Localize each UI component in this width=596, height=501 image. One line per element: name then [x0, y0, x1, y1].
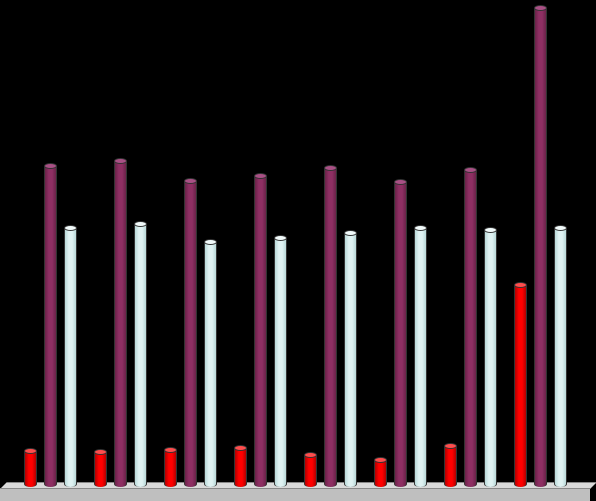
bar-g6-purple — [394, 176, 413, 487]
bar-top — [164, 447, 177, 453]
bar-g1-red — [24, 445, 43, 487]
bar-g5-red — [304, 449, 323, 487]
bar-top — [484, 227, 497, 233]
bar-g1-pale — [64, 222, 83, 487]
bar-front — [114, 161, 127, 487]
bar-top — [134, 221, 147, 227]
bar-top — [24, 448, 37, 454]
bar-top — [514, 282, 527, 288]
bar-g4-red — [234, 442, 253, 487]
bar-front — [234, 448, 247, 487]
bar-g3-purple — [184, 175, 203, 487]
bar-top — [44, 163, 57, 169]
bar-front — [514, 285, 527, 487]
bar-g7-pale — [484, 224, 503, 487]
bar-top — [554, 225, 567, 231]
bar-g4-purple — [254, 170, 273, 487]
bar-g5-purple — [324, 162, 343, 487]
bar-front — [164, 450, 177, 487]
bar-front — [44, 166, 57, 487]
bar-g7-purple — [464, 164, 483, 487]
bar-front — [274, 238, 287, 487]
bar-top — [64, 225, 77, 231]
bar-g2-purple — [114, 155, 133, 487]
bar-g3-pale — [204, 236, 223, 487]
bar-front — [304, 455, 317, 487]
bar-front — [414, 228, 427, 487]
bar-top — [414, 225, 427, 231]
bar-top — [344, 230, 357, 236]
bar-g6-pale — [414, 222, 433, 487]
bar-g8-purple — [534, 2, 553, 487]
bar-top — [254, 173, 267, 179]
bar-top — [324, 165, 337, 171]
bar-g8-pale — [554, 222, 573, 487]
bar-top — [464, 167, 477, 173]
bar-front — [394, 182, 407, 487]
bar-g8-red — [514, 279, 533, 487]
bar-top — [234, 445, 247, 451]
bar-g7-red — [444, 440, 463, 487]
bar-front — [554, 228, 567, 487]
bar-front — [134, 224, 147, 487]
bar-g2-pale — [134, 218, 153, 487]
bar-front — [534, 8, 547, 487]
bar-top — [304, 452, 317, 458]
bar-front — [484, 230, 497, 487]
bar-g6-red — [374, 454, 393, 487]
chart-floor-front — [0, 488, 590, 501]
bar-front — [254, 176, 267, 487]
bar-g2-red — [94, 446, 113, 487]
bar-front — [344, 233, 357, 487]
bar-front — [374, 460, 387, 487]
bar-front — [464, 170, 477, 487]
bar-g4-pale — [274, 232, 293, 487]
bar-top — [94, 449, 107, 455]
bar-g1-purple — [44, 160, 63, 487]
bar-front — [24, 451, 37, 487]
bar-g5-pale — [344, 227, 363, 487]
bar-g3-red — [164, 444, 183, 487]
bar-front — [184, 181, 197, 487]
bar-top — [374, 457, 387, 463]
bar-front — [94, 452, 107, 487]
bar-front — [64, 228, 77, 487]
bar-front — [324, 168, 337, 487]
bar-top — [444, 443, 457, 449]
bar-front — [204, 242, 217, 487]
bar-top — [534, 5, 547, 11]
bar-front — [444, 446, 457, 487]
bar-chart-3d — [0, 0, 596, 501]
